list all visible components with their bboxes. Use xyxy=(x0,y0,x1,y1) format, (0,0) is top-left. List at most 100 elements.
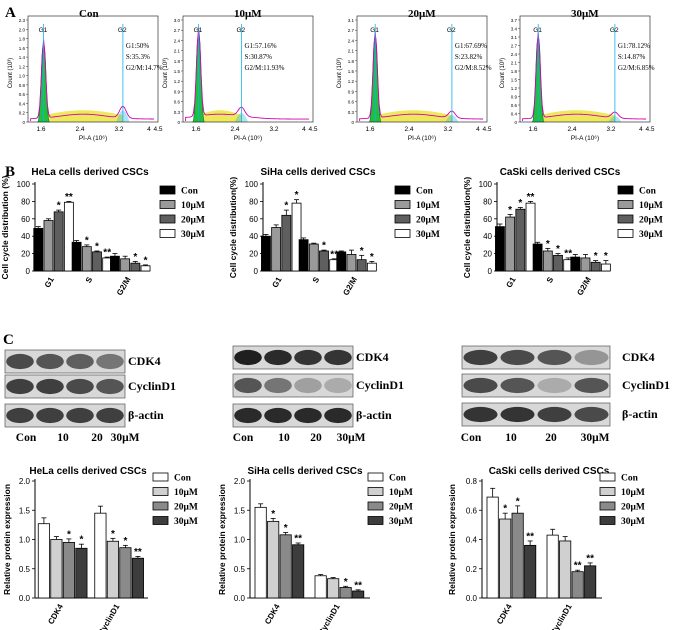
flow-ylabel: Count (10³) xyxy=(8,58,14,88)
flow-stat: G2/M:11.93% xyxy=(245,64,285,72)
gate-label-g1: G1 xyxy=(39,27,48,34)
gate-label-g1: G1 xyxy=(370,27,379,34)
significance-label: ** xyxy=(354,580,362,591)
y-axis-label: Cell cycle distribution(%) xyxy=(228,177,238,279)
blot-lane-label: 30μM xyxy=(111,432,140,444)
significance-label: * xyxy=(111,529,115,540)
legend-swatch xyxy=(617,185,634,195)
bar xyxy=(267,520,280,599)
legend-swatch xyxy=(367,516,384,525)
y-tick-label: 100 xyxy=(479,180,493,189)
flow-ytick-label: 1.8 xyxy=(19,37,26,42)
legend-label: 10μM xyxy=(416,201,440,211)
blot-band xyxy=(96,353,124,370)
legend-label: 20μM xyxy=(174,503,198,513)
blot-strip xyxy=(232,403,354,428)
panel-label-b: B xyxy=(5,164,15,180)
y-tick-label: 0.0 xyxy=(19,594,31,603)
significance-label: * xyxy=(85,235,89,246)
blot-lane-label: Con xyxy=(16,432,37,444)
flow-ytick-label: 0.4 xyxy=(19,101,26,106)
legend-swatch xyxy=(159,229,176,238)
flow-ytick-label: 0 xyxy=(514,120,517,125)
flow-ylabel: Count (10³) xyxy=(163,58,169,88)
blot-lane-label: 20 xyxy=(545,432,557,444)
flow-histogram: 30μM G1 G2 G1:78.12% S:14.87% G2/M:6.85% 0 0.4 0… xyxy=(500,8,655,142)
bar xyxy=(43,220,54,272)
flow-xtick-label: 2.4 xyxy=(75,126,84,133)
flow-xlabel: PI-A (10⁶) xyxy=(79,135,107,142)
flow-xtick-label: 2.4 xyxy=(230,126,239,133)
y-tick-label: 60 xyxy=(249,215,258,224)
flow-ytick-label: 1.8 xyxy=(348,59,355,64)
bar xyxy=(553,254,563,272)
chart-title: CaSki cells derived CSCs xyxy=(489,466,610,477)
flow-ytick-label: 2.4 xyxy=(511,52,518,57)
significance-label: ** xyxy=(586,553,594,564)
blot-band xyxy=(36,353,64,370)
flow-stat: S:30.87% xyxy=(245,53,273,61)
y-tick-label: 0.0 xyxy=(466,594,478,603)
legend-label: 10μM xyxy=(181,201,205,211)
flow-ytick-label: 0.6 xyxy=(348,100,355,105)
significance-label: * xyxy=(144,255,148,266)
bar xyxy=(546,534,559,599)
significance-label: ** xyxy=(330,249,338,260)
flow-stat: G1:57.16% xyxy=(245,42,277,50)
blot-band xyxy=(574,377,609,394)
blot-band xyxy=(294,349,322,366)
y-axis-label: Relative protein expression xyxy=(2,484,12,595)
gate-label-g2: G2 xyxy=(118,27,127,34)
legend-label: 30μM xyxy=(639,230,663,240)
blot-strip xyxy=(461,402,611,427)
flow-model-curve xyxy=(359,31,484,122)
legend-swatch xyxy=(159,214,176,224)
flow-ylabel: Count (10³) xyxy=(500,58,506,88)
flow-ytick-label: 1.8 xyxy=(174,59,181,64)
blot-band xyxy=(574,406,609,423)
y-axis-label: Relative protein expression xyxy=(447,484,457,595)
significance-label: * xyxy=(604,251,608,262)
chart-title: SiHa cells derived CSCs xyxy=(247,466,362,477)
x-tick-label: S xyxy=(84,275,95,285)
blot-band xyxy=(264,377,292,394)
flow-ytick-label: 0.9 xyxy=(511,95,518,100)
flow-ytick-label: 1.0 xyxy=(19,74,26,79)
blot-lane-label: 20 xyxy=(310,432,322,444)
bar xyxy=(261,235,271,272)
flow-s-phase-area xyxy=(538,110,615,122)
flow-ytick-label: 2.4 xyxy=(348,38,355,43)
bar xyxy=(92,251,102,272)
bar-charts: HeLa cells derived CSCs020406080100Cell … xyxy=(0,167,663,630)
legend-swatch xyxy=(599,501,616,511)
bar xyxy=(584,565,597,599)
y-tick-label: 0.6 xyxy=(466,506,478,515)
flow-xtick-label: 3.2 xyxy=(443,126,452,133)
y-tick-label: 60 xyxy=(21,215,30,224)
legend-swatch xyxy=(152,516,169,525)
flow-ytick-label: 2.4 xyxy=(174,38,181,43)
bar xyxy=(542,250,553,272)
flow-stat: G1:50% xyxy=(126,42,149,50)
flow-ytick-label: 1.5 xyxy=(511,78,518,83)
bar xyxy=(366,262,377,272)
bar xyxy=(339,587,352,599)
panel-label-c: C xyxy=(3,332,14,348)
significance-label: * xyxy=(284,523,288,534)
flow-ytick-label: 2.3 xyxy=(19,18,26,23)
flow-model-curve xyxy=(522,32,647,122)
blot-row-label: CDK4 xyxy=(128,354,161,368)
flow-ytick-label: 0.4 xyxy=(511,112,518,117)
bar xyxy=(495,226,505,272)
significance-label: * xyxy=(344,577,348,588)
flow-ytick-label: 1.4 xyxy=(19,55,26,60)
blot-row-label: CDK4 xyxy=(622,350,655,364)
significance-label: ** xyxy=(574,561,582,572)
western-blot: CDK4 CyclinD1 β-actin Con 10 20 30μM xyxy=(461,345,670,444)
significance-label: * xyxy=(57,201,61,212)
legend-label: Con xyxy=(621,474,639,484)
x-tick-label: CDK4 xyxy=(495,602,514,626)
blot-lane-label: Con xyxy=(233,432,254,444)
bar xyxy=(131,557,144,599)
